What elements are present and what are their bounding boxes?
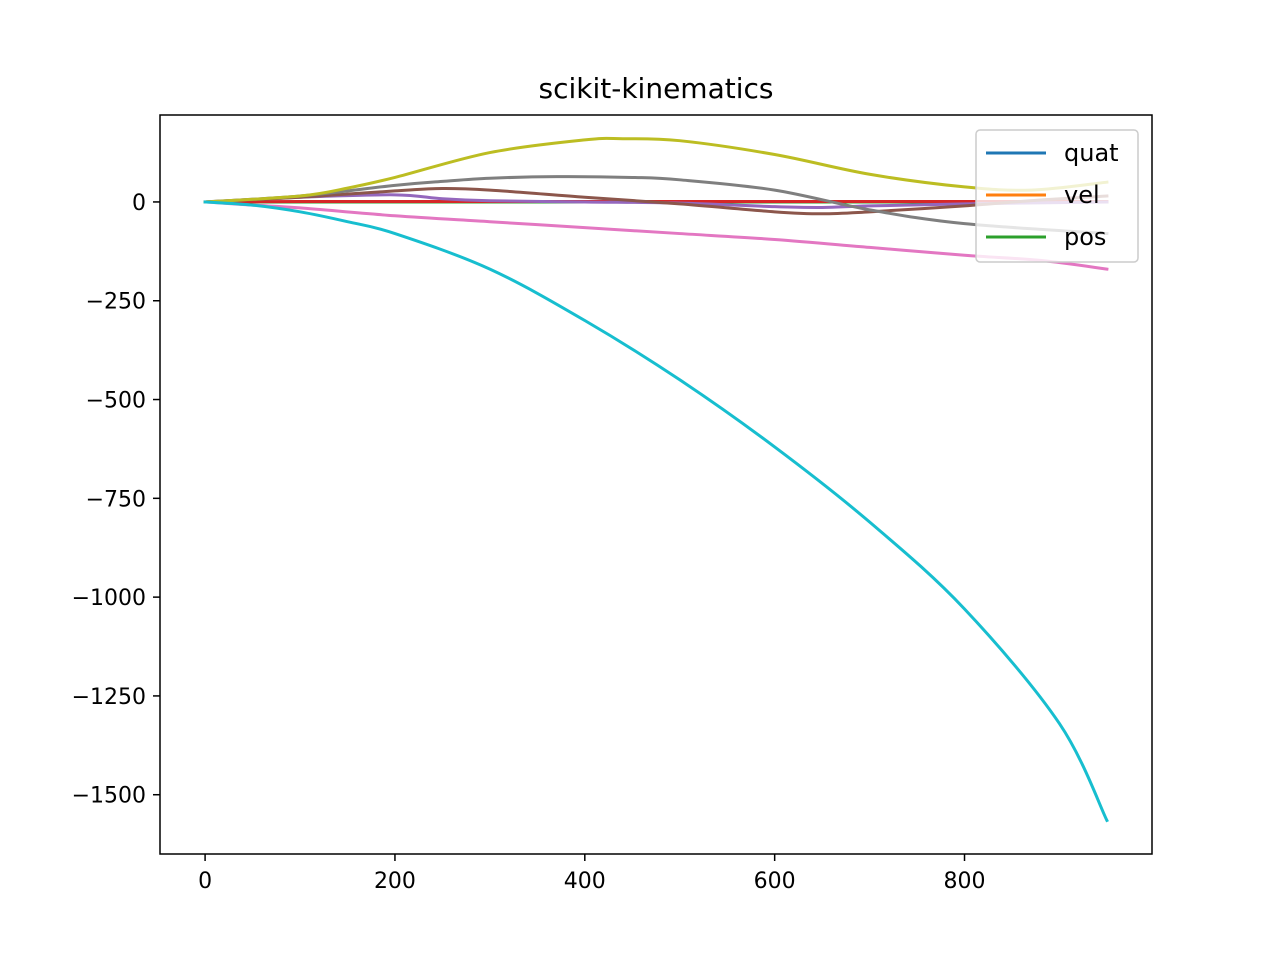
x-tick-label: 200: [374, 869, 416, 894]
legend-label-vel: vel: [1064, 181, 1100, 209]
x-tick-label: 400: [564, 869, 606, 894]
series-line-7: [203, 175, 1109, 236]
series-line-8: [203, 136, 1109, 204]
series-line-9: [203, 200, 1109, 823]
series-line-6: [203, 200, 1109, 271]
legend-box: [975, 129, 1139, 263]
x-tick-label: 0: [198, 869, 212, 894]
legend: quat vel pos: [975, 129, 1139, 263]
x-axis: 0 200 400 600 800: [198, 854, 986, 894]
x-tick-label: 800: [944, 869, 986, 894]
y-tick-label: −500: [86, 389, 146, 414]
plot-lines: [203, 136, 1109, 823]
legend-label-pos: pos: [1064, 223, 1106, 251]
y-tick-label: −1000: [72, 586, 146, 611]
y-tick-label: −250: [86, 290, 146, 315]
chart-title: scikit-kinematics: [539, 72, 774, 105]
series-line-5: [203, 186, 1109, 216]
x-tick-label: 600: [754, 869, 796, 894]
plot-frame: [159, 114, 1153, 855]
y-axis: 0 −250 −500 −750 −1000 −1250 −1500: [72, 191, 160, 809]
y-tick-label: −1500: [72, 784, 146, 809]
y-tick-label: −750: [86, 487, 146, 512]
y-tick-label: 0: [132, 191, 146, 216]
legend-label-quat: quat: [1064, 139, 1119, 167]
y-tick-label: −1250: [72, 685, 146, 710]
